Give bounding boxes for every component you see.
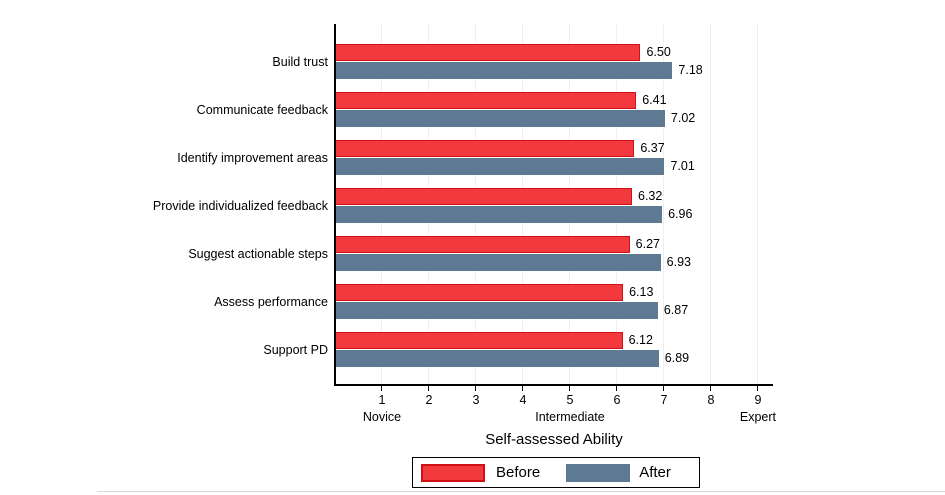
x-tick-label: 1 <box>378 393 386 407</box>
value-label-after: 6.96 <box>668 207 693 221</box>
value-label-before: 6.12 <box>628 333 653 347</box>
bar-after <box>335 206 663 223</box>
value-label-after: 7.01 <box>670 159 695 173</box>
value-label-after: 6.87 <box>663 303 689 317</box>
value-label-before: 6.13 <box>629 285 654 299</box>
value-label-before: 6.37 <box>640 141 665 155</box>
bar-before <box>335 92 637 109</box>
bar-after <box>335 254 661 271</box>
legend-label-before: Before <box>496 463 541 481</box>
gridline <box>757 24 759 384</box>
gridline <box>710 24 712 384</box>
value-label-before: 6.32 <box>638 189 663 203</box>
category-label: Build trust <box>272 55 328 69</box>
x-tick-label: 6 <box>613 393 621 407</box>
x-tick-label: 2 <box>425 393 433 407</box>
x-tick-label: 3 <box>472 393 480 407</box>
value-label-after: 7.18 <box>678 63 703 77</box>
value-label-after: 6.93 <box>666 255 692 269</box>
bar-after <box>335 62 673 79</box>
bar-after <box>335 350 659 367</box>
x-axis-line <box>334 384 773 386</box>
value-label-before: 6.50 <box>646 45 671 59</box>
category-label: Identify improvement areas <box>177 151 328 165</box>
x-tick-label: 9 <box>754 393 762 407</box>
bar-after <box>335 158 665 175</box>
legend-label-after: After <box>639 463 671 481</box>
x-tick-label: 4 <box>519 393 527 407</box>
legend-swatch-before <box>421 463 485 482</box>
bar-after <box>335 110 665 127</box>
x-tick <box>710 385 712 391</box>
x-tick <box>616 385 618 391</box>
category-label: Support PD <box>263 343 328 357</box>
x-tick <box>663 385 665 391</box>
value-label-before: 6.41 <box>642 93 667 107</box>
x-tick-label: 5 <box>566 393 574 407</box>
y-axis-line <box>334 24 336 386</box>
bar-after <box>335 302 658 319</box>
x-tick-sublabel: Intermediate <box>535 410 605 424</box>
x-tick <box>381 385 383 391</box>
bar-before <box>335 284 624 301</box>
bar-before <box>335 44 641 61</box>
value-label-after: 6.89 <box>664 351 690 365</box>
legend: Before After <box>412 457 700 488</box>
page-separator-line <box>97 491 945 492</box>
bar-before <box>335 140 635 157</box>
bar-before <box>335 332 623 349</box>
bar-before <box>335 188 632 205</box>
x-tick <box>428 385 430 391</box>
x-tick <box>757 385 759 391</box>
x-axis-title: Self-assessed Ability <box>485 431 623 448</box>
category-label: Suggest actionable steps <box>188 247 328 261</box>
x-tick-label: 7 <box>660 393 668 407</box>
gridline <box>663 24 665 384</box>
category-label: Communicate feedback <box>196 103 328 117</box>
value-label-before: 6.27 <box>635 237 660 251</box>
x-tick <box>522 385 524 391</box>
legend-swatch-after <box>566 463 631 482</box>
category-label: Assess performance <box>214 295 328 309</box>
bar-before <box>335 236 630 253</box>
x-tick-sublabel: Expert <box>739 410 777 424</box>
x-tick-label: 8 <box>707 393 715 407</box>
value-label-after: 7.02 <box>670 111 696 125</box>
x-tick <box>475 385 477 391</box>
x-tick <box>569 385 571 391</box>
x-tick-sublabel: Novice <box>362 410 402 424</box>
category-label: Provide individualized feedback <box>152 199 328 213</box>
